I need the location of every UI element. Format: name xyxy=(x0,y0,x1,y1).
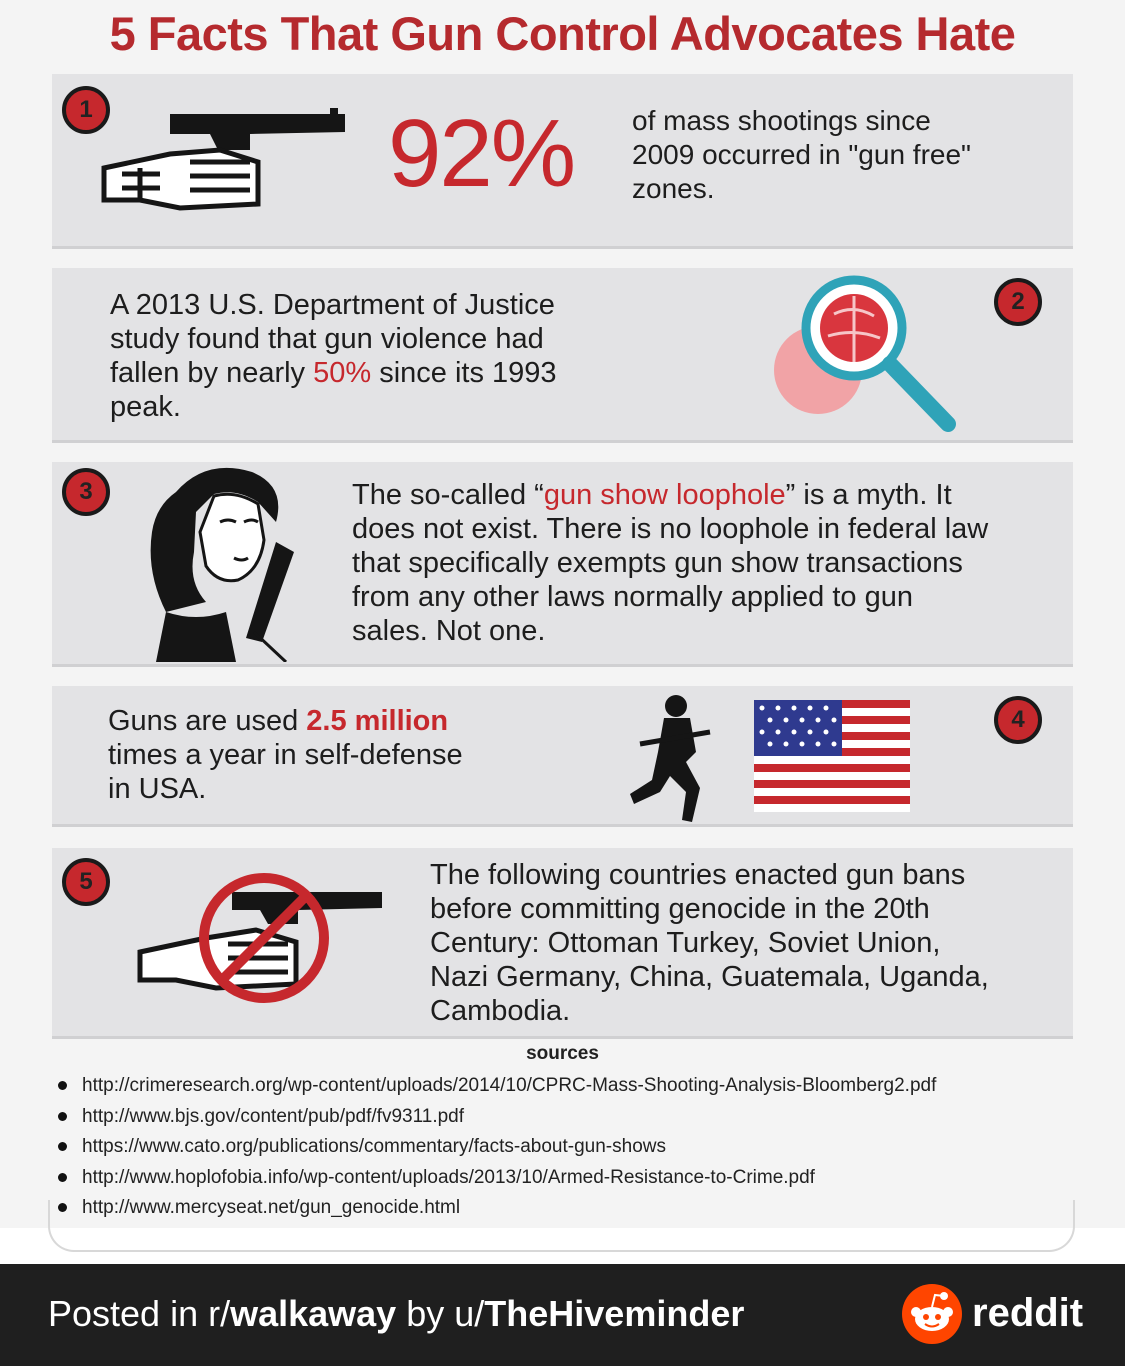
fact-4-text: Guns are used 2.5 million times a year i… xyxy=(108,705,463,805)
post-card-bottom xyxy=(48,1200,1075,1252)
woman-with-gun-icon xyxy=(150,467,294,662)
no-guns-icon xyxy=(137,873,382,1003)
fact-2-text: A 2013 U.S. Department of Justice study … xyxy=(110,289,557,423)
fact-3-number-badge: 3 xyxy=(62,468,110,516)
source-link[interactable]: https://www.cato.org/publications/commen… xyxy=(58,1132,936,1163)
username: TheHiveminder xyxy=(484,1293,745,1334)
infographic-title: 5 Facts That Gun Control Advocates Hate xyxy=(109,7,1016,60)
reddit-wordmark: reddit xyxy=(972,1291,1084,1335)
fact-panel-4: Guns are used 2.5 million times a year i… xyxy=(52,686,1073,827)
fact-panel-2: A 2013 U.S. Department of Justice study … xyxy=(52,268,1073,443)
source-link[interactable]: http://www.bjs.gov/content/pub/pdf/fv931… xyxy=(58,1102,936,1133)
fact-panel-1: 92% of mass shootings since 2009 occurre… xyxy=(52,74,1073,249)
fact-1-text: of mass shootings since 2009 occurred in… xyxy=(632,105,971,204)
reddit-snoo-icon xyxy=(902,1284,962,1344)
hand-pistol-icon xyxy=(101,108,345,211)
posted-in-label[interactable]: Posted in r/walkaway by u/TheHiveminder xyxy=(48,1293,745,1334)
magnifier-globe-icon xyxy=(774,275,956,432)
source-link[interactable]: http://www.mercyseat.net/gun_genocide.ht… xyxy=(58,1193,936,1224)
us-flag-icon xyxy=(754,700,910,812)
infographic-image: 5 Facts That Gun Control Advocates Hate … xyxy=(0,0,1125,1228)
sources-heading: sources xyxy=(526,1043,599,1064)
fact-5-text: The following countries enacted gun bans… xyxy=(430,859,989,1027)
fact-panel-5: The following countries enacted gun bans… xyxy=(52,848,1073,1039)
subreddit-name: walkaway xyxy=(230,1293,397,1334)
fact-panel-3: The so-called “gun show loophole” is a m… xyxy=(52,462,1073,667)
fact-1-statistic: 92% xyxy=(388,100,576,207)
reddit-share-footer: Posted in r/walkaway by u/TheHiveminder … xyxy=(0,1264,1125,1366)
source-link[interactable]: http://crimeresearch.org/wp-content/uplo… xyxy=(58,1071,936,1102)
sources-list: http://crimeresearch.org/wp-content/uplo… xyxy=(58,1071,936,1224)
kneeling-soldier-icon xyxy=(630,695,711,822)
fact-4-number-badge: 4 xyxy=(994,696,1042,744)
source-link[interactable]: http://www.hoplofobia.info/wp-content/up… xyxy=(58,1163,936,1194)
fact-3-text: The so-called “gun show loophole” is a m… xyxy=(352,479,989,647)
fact-2-number-badge: 2 xyxy=(994,278,1042,326)
fact-5-number-badge: 5 xyxy=(62,858,110,906)
fact-1-number-badge: 1 xyxy=(62,86,110,134)
